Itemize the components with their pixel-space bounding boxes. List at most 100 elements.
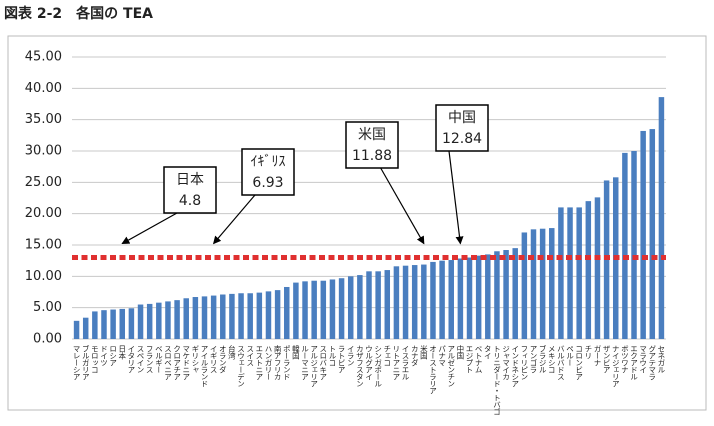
callout-box [435,104,489,152]
x-tick-label: スロベニア [163,345,172,381]
x-tick-label: チリ [584,345,593,359]
x-tick-label: クロアチア [173,345,182,381]
x-tick-label: アンゴラ [529,345,538,374]
bar [256,292,263,339]
callout-arrow [380,167,425,245]
bar [411,265,418,339]
x-tick-label: アルジェリア [309,345,318,388]
y-tick-label: 35.00 [25,112,62,127]
callout-label: 日本 [176,172,204,188]
bar [549,228,555,339]
x-tick-label: マケドニア [182,345,191,381]
y-tick-label: 25.00 [25,175,62,190]
x-tick-label: モロッコ [90,345,99,374]
bar [539,228,546,339]
x-tick-label: エストニア [255,345,264,381]
callout-label: ｲｷﾞﾘｽ [251,154,286,170]
callout-box [241,148,295,196]
callout-value: 12.84 [442,131,482,147]
bar [457,258,464,339]
bar [448,260,454,339]
x-tick-label: フィリピン [520,345,529,380]
bar [128,308,135,339]
bar [375,271,381,339]
bar [338,278,345,339]
chart-frame [7,35,707,411]
bar [82,317,89,339]
bar [485,254,491,339]
bar [466,257,473,339]
bar [92,311,98,339]
x-tick-label: ブラジル [538,344,547,373]
x-tick-label: カザフスタン [355,345,364,387]
bar [631,151,637,339]
bar [73,320,80,339]
x-tick-label: タイ [483,345,492,359]
y-tick-label: 40.00 [25,81,62,96]
bar [274,290,281,339]
bar [119,308,126,339]
bar [302,281,308,339]
x-tick-label: メキシコ [547,345,556,374]
x-tick-label: グアテマラ [648,345,657,381]
bar [229,293,235,339]
x-tick-label: イギリス [209,345,218,374]
x-tick-label: 台湾 [227,344,236,361]
bar [174,300,180,339]
bar [320,280,327,339]
bar [347,276,354,339]
x-tick-label: 韓国 [291,344,300,361]
bar [421,264,427,339]
x-tick-label: トルコ [328,345,337,367]
bar [430,261,436,339]
callout-value: 11.88 [352,148,392,164]
x-tick-label: アイルランド [200,345,209,387]
x-tick-label: コロンビア [575,345,584,381]
bar [156,302,162,339]
bar [658,97,665,340]
x-tick-label: チェコ [383,345,392,367]
x-tick-label: ベトナム [474,345,483,374]
x-tick-label: マレーシア [72,345,81,381]
x-tick-label: セネガル [657,345,666,373]
y-tick-label: 30.00 [25,144,62,159]
bar [558,207,564,339]
bar [238,293,244,339]
x-tick-label: ハンガリー [264,345,273,380]
x-tick-label: ドイツ [99,345,108,366]
x-tick-label: スロバキア [319,345,328,381]
x-tick-label: スイス [246,345,255,367]
x-tick-label: イタリア [127,345,136,374]
x-tick-label: インドネシア [511,345,520,388]
x-tick-label: 日本 [118,345,127,361]
bar [503,250,509,339]
x-tick-label: スウェーデン [236,345,245,387]
x-tick-label: マラウイ [639,345,648,373]
x-tick-label: ルーマニア [300,345,309,381]
bar [293,282,299,339]
bar [201,296,208,339]
bar [284,286,290,339]
x-tick-label: シンガポール [373,345,382,387]
bar [220,294,226,339]
x-tick-label: 米国 [419,344,428,361]
bar [521,232,528,339]
callout-value: 4.8 [179,193,201,209]
y-tick-label: 0.00 [33,332,62,347]
bar [329,279,336,339]
callout-value: 6.93 [252,175,283,191]
x-tick-label: ペルー [565,345,574,366]
bar [192,297,199,339]
x-tick-label: アルゼンチン [446,345,455,387]
x-tick-label: トリニダード・トバゴ [492,345,501,416]
x-tick-label: イスラエル [401,345,410,380]
x-tick-label: ギリシャ [191,345,200,373]
x-tick-label: ベルギー [154,345,163,373]
x-tick-label: ポーランド [282,345,291,380]
bar [494,251,500,339]
bar [137,304,144,339]
bar [622,152,628,339]
bar [439,260,445,339]
bar [576,207,582,339]
bar [567,207,573,339]
